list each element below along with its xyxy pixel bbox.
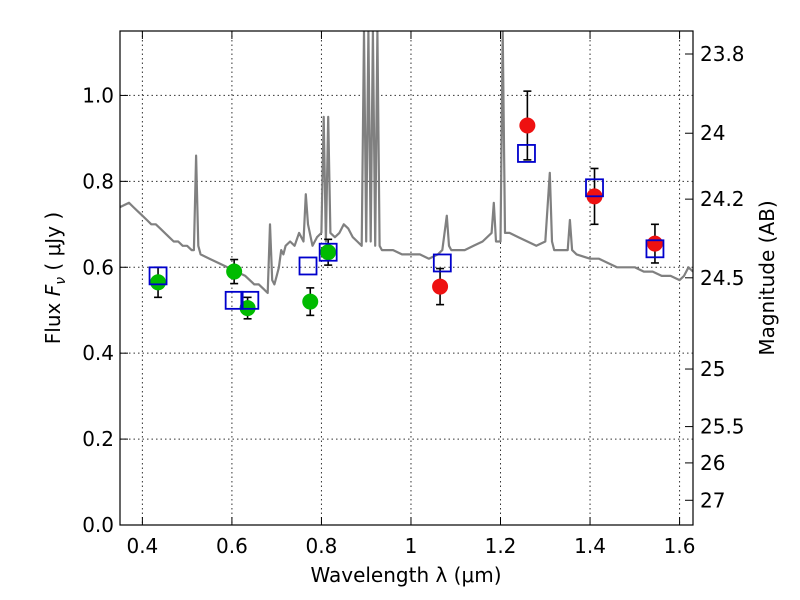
ticks: 0.4 0.6 0.8 1 1.2 1.4 1.6 0.0 0.2 0.4 0.6 0.8 1.0 23.… bbox=[82, 31, 745, 558]
grid bbox=[120, 31, 693, 526]
data-point bbox=[320, 244, 337, 261]
y-tick-label: 0.2 bbox=[82, 427, 114, 451]
y-tick-label: 0.0 bbox=[82, 513, 114, 537]
model-point bbox=[645, 239, 665, 259]
y2-axis-title: Magnitude (AB) bbox=[755, 200, 779, 355]
model-point bbox=[298, 256, 318, 276]
data-point bbox=[432, 278, 449, 295]
y-tick-label: 1.0 bbox=[82, 83, 114, 107]
model-point bbox=[585, 178, 604, 198]
x-tick-label: 1.6 bbox=[664, 534, 696, 558]
data-point bbox=[150, 274, 167, 291]
y-tick-label: 0.8 bbox=[82, 169, 114, 193]
y2-tick-label: 23.8 bbox=[700, 42, 745, 66]
y-tick-label: 0.4 bbox=[82, 341, 114, 365]
x-tick-label: 1.4 bbox=[574, 534, 606, 558]
x-tick-label: 0.6 bbox=[216, 534, 248, 558]
y-axis-title: Flux Fν ( μJy ) bbox=[41, 212, 69, 344]
x-axis-title: Wavelength λ (μm) bbox=[310, 563, 501, 587]
data-point bbox=[226, 263, 243, 280]
series-layer bbox=[120, 31, 693, 320]
x-tick-label: 0.4 bbox=[126, 534, 158, 558]
y2-tick-label: 24 bbox=[700, 121, 725, 145]
y2-tick-label: 25 bbox=[700, 357, 725, 381]
spectrum-line bbox=[120, 31, 693, 295]
x-tick-label: 1.2 bbox=[485, 534, 517, 558]
y2-tick-label: 24.5 bbox=[700, 266, 745, 290]
y2-tick-label: 27 bbox=[700, 488, 725, 512]
data-point bbox=[302, 293, 319, 310]
y2-tick-label: 25.5 bbox=[700, 415, 745, 439]
y-tick-label: 0.6 bbox=[82, 255, 114, 279]
model-point bbox=[318, 242, 338, 262]
model-point bbox=[148, 266, 168, 286]
x-tick-label: 0.8 bbox=[306, 534, 338, 558]
data-point bbox=[646, 235, 663, 252]
model-point bbox=[432, 253, 452, 273]
y2-tick-label: 26 bbox=[700, 451, 725, 475]
model-point bbox=[517, 144, 536, 163]
model-point bbox=[224, 290, 244, 310]
data-point bbox=[519, 117, 536, 134]
y2-tick-label: 24.2 bbox=[700, 187, 745, 211]
plot-background bbox=[120, 31, 693, 525]
model-point bbox=[240, 290, 260, 310]
x-tick-label: 1 bbox=[405, 534, 418, 558]
